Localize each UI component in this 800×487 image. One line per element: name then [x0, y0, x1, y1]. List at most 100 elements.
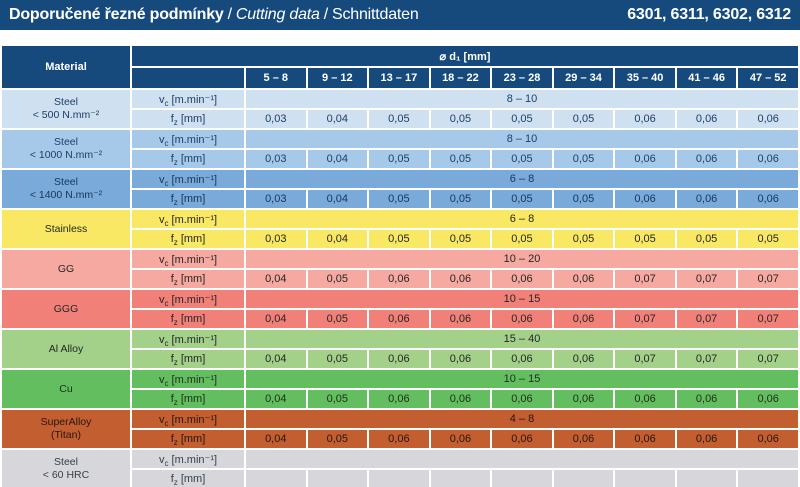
vc-label-cell: vc [m.min⁻¹] [130, 408, 246, 430]
fz-label-cell: fz [mm] [130, 148, 246, 170]
parameter-label: vc [m.min⁻¹] [158, 373, 218, 388]
table-body: Steel < 500 N.mm⁻² vc [m.min⁻¹] 8 – 10 fz [m… [0, 88, 800, 487]
fz-value-cell: 0,06 [428, 388, 493, 410]
diameter-range-header: 18 – 22 [428, 66, 493, 90]
fz-value-cell: 0,05 [305, 308, 370, 330]
fz-value-cell: 0,05 [367, 148, 431, 170]
vc-label-cell: vc [m.min⁻¹] [130, 328, 246, 350]
material-cell: GG [0, 248, 132, 290]
diameter-range-header: 47 – 52 [736, 66, 800, 90]
material-cell: Steel < 500 N.mm⁻² [0, 88, 132, 130]
fz-value-cell: 0,03 [244, 228, 308, 250]
fz-value-cell: 0,04 [244, 388, 308, 410]
material-cell: GGG [0, 288, 132, 330]
material-vc-row: Steel < 500 N.mm⁻² vc [m.min⁻¹] 8 – 10 [0, 88, 800, 130]
vc-value-cell: 6 – 8 [244, 168, 800, 190]
fz-value-cell: 0,06 [551, 388, 616, 410]
parameter-label: fz [mm] [170, 113, 206, 128]
vc-label-cell: vc [m.min⁻¹] [130, 128, 246, 150]
title-separator: / [323, 6, 328, 23]
parameter-label: vc [m.min⁻¹] [158, 133, 218, 148]
param-column-header-empty [130, 66, 246, 90]
fz-value-cell: 0,05 [551, 228, 616, 250]
fz-value-cell: 0,07 [613, 268, 677, 290]
material-fz-row: fz [mm] 0,04 0,05 0,06 0,06 0,06 0,06 0,06 0,06 0… [1, 428, 800, 450]
fz-value-cell: 0,06 [736, 188, 800, 210]
fz-value-cell: 0,06 [490, 268, 554, 290]
fz-value-cell: 0,04 [244, 428, 308, 450]
fz-value-cell: 0,07 [736, 348, 800, 370]
fz-value-cell: 0,06 [490, 388, 554, 410]
fz-value-cell: 0,03 [244, 108, 308, 130]
vc-label-cell: vc [m.min⁻¹] [130, 448, 246, 470]
fz-value-cell: 0,06 [551, 428, 616, 450]
material-vc-row: GGG vc [m.min⁻¹] 10 – 15 [0, 288, 800, 330]
fz-value-cell: 0,04 [305, 188, 370, 210]
fz-value-cell: 0,06 [613, 388, 677, 410]
material-cell: SuperAlloy (Titan) [0, 408, 132, 450]
vc-value-cell: 8 – 10 [244, 88, 800, 110]
fz-value-cell: 0,06 [736, 428, 800, 450]
fz-value-cell: 0,06 [551, 348, 616, 370]
material-fz-row: fz [mm] [1, 468, 800, 487]
fz-value-cell: 0,06 [736, 148, 800, 170]
parameter-label: fz [mm] [170, 393, 206, 408]
fz-value-cell: 0,06 [613, 428, 677, 450]
fz-value-cell: 0,06 [428, 348, 493, 370]
parameter-label: vc [m.min⁻¹] [158, 333, 218, 348]
fz-value-cell: 0,07 [613, 308, 677, 330]
fz-value-cell: 0,06 [428, 268, 493, 290]
fz-value-cell: 0,06 [613, 188, 677, 210]
fz-value-cell: 0,05 [428, 188, 493, 210]
fz-value-cell: 0,06 [490, 428, 554, 450]
material-cell: Steel < 60 HRC [0, 448, 132, 487]
fz-value-cell: 0,07 [736, 268, 800, 290]
fz-value-cell: 0,04 [305, 148, 370, 170]
title-table-gap [0, 30, 800, 44]
fz-value-cell [551, 468, 616, 487]
parameter-label: fz [mm] [170, 353, 206, 368]
parameter-label: fz [mm] [170, 153, 206, 168]
diameter-header: ⌀ d₁ [mm] [130, 44, 800, 68]
parameter-label: fz [mm] [170, 433, 206, 448]
fz-value-cell: 0,05 [490, 188, 554, 210]
fz-value-cell: 0,06 [490, 348, 554, 370]
fz-value-cell: 0,05 [305, 428, 370, 450]
fz-value-cell [736, 468, 800, 487]
fz-label-cell: fz [mm] [130, 388, 246, 410]
vc-label-cell: vc [m.min⁻¹] [130, 248, 246, 270]
fz-value-cell: 0,05 [736, 228, 800, 250]
parameter-label: fz [mm] [170, 473, 206, 487]
material-vc-row: Steel < 1400 N.mm⁻² vc [m.min⁻¹] 6 – 8 [0, 168, 800, 210]
fz-label-cell: fz [mm] [130, 108, 246, 130]
vc-label-cell: vc [m.min⁻¹] [130, 88, 246, 110]
fz-value-cell: 0,05 [490, 228, 554, 250]
fz-value-cell: 0,05 [367, 188, 431, 210]
vc-value-cell [244, 448, 800, 470]
fz-value-cell: 0,06 [674, 148, 739, 170]
fz-value-cell: 0,05 [305, 348, 370, 370]
fz-value-cell: 0,05 [613, 228, 677, 250]
fz-label-cell: fz [mm] [130, 268, 246, 290]
material-column-header: Material [0, 44, 132, 90]
fz-value-cell: 0,06 [367, 428, 431, 450]
vc-value-cell: 10 – 15 [244, 288, 800, 310]
fz-value-cell [674, 468, 739, 487]
vc-value-cell: 8 – 10 [244, 128, 800, 150]
fz-value-cell: 0,05 [305, 268, 370, 290]
material-cell: Steel < 1400 N.mm⁻² [0, 168, 132, 210]
fz-value-cell [613, 468, 677, 487]
fz-value-cell [244, 468, 308, 487]
material-fz-row: fz [mm] 0,03 0,04 0,05 0,05 0,05 0,05 0,06 0,06 0… [1, 188, 800, 210]
fz-value-cell: 0,05 [674, 228, 739, 250]
fz-value-cell: 0,06 [367, 308, 431, 330]
fz-value-cell: 0,06 [674, 388, 739, 410]
material-cell: Al Alloy [0, 328, 132, 370]
material-cell: Cu [0, 368, 132, 410]
material-vc-row: Al Alloy vc [m.min⁻¹] 15 – 40 [0, 328, 800, 370]
fz-value-cell: 0,06 [613, 148, 677, 170]
material-vc-row: Steel < 1000 N.mm⁻² vc [m.min⁻¹] 8 – 10 [0, 128, 800, 170]
fz-value-cell [490, 468, 554, 487]
parameter-label: fz [mm] [170, 313, 206, 328]
